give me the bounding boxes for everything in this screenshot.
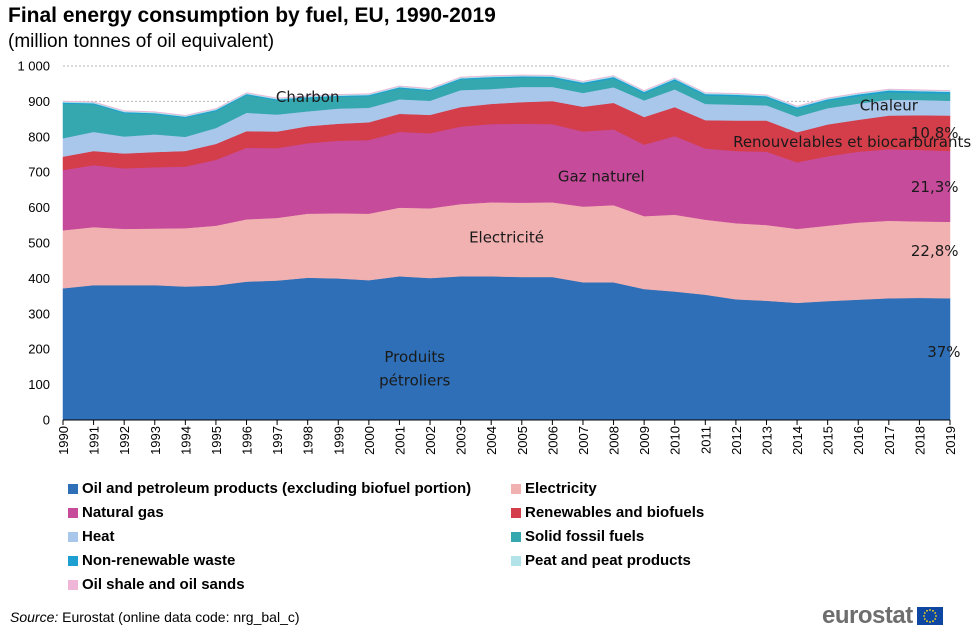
y-tick-label: 700 — [28, 165, 50, 180]
legend-label: Oil and petroleum products (excluding bi… — [82, 480, 472, 497]
y-tick-label: 0 — [43, 413, 50, 428]
eurostat-logo: eurostat — [822, 602, 943, 630]
legend-swatch — [68, 531, 78, 542]
y-tick-label: 800 — [28, 129, 50, 144]
chart-annotation: 10,8% — [911, 124, 959, 142]
legend-swatch — [68, 507, 78, 518]
legend-swatch — [511, 483, 521, 494]
legend-label: Heat — [82, 528, 115, 545]
chart-annotation: 37% — [927, 343, 960, 361]
legend-label: Electricity — [525, 480, 597, 497]
x-tick-label: 2001 — [392, 426, 407, 455]
x-tick-label: 1999 — [331, 426, 346, 455]
x-tick-label: 2009 — [637, 426, 652, 455]
x-tick-label: 2000 — [362, 426, 377, 455]
x-tick-label: 2008 — [607, 426, 622, 455]
legend-item-peat: Peat and peat products — [511, 552, 691, 569]
legend-label: Peat and peat products — [525, 552, 691, 569]
legend-item-solid: Solid fossil fuels — [511, 528, 644, 545]
x-tick-label: 2002 — [423, 426, 438, 455]
y-tick-label: 200 — [28, 342, 50, 357]
y-tick-label: 100 — [28, 377, 50, 392]
legend-item-oil: Oil and petroleum products (excluding bi… — [68, 480, 471, 497]
legend-swatch — [68, 555, 78, 566]
legend-item-nonrenew: Non-renewable waste — [68, 552, 235, 569]
x-tick-label: 1995 — [209, 426, 224, 455]
legend-label: Natural gas — [82, 504, 164, 521]
x-tick-label: 2014 — [790, 426, 805, 455]
legend-label: Oil shale and oil sands — [82, 576, 245, 593]
x-tick-label: 2011 — [698, 426, 713, 454]
y-tick-label: 1 000 — [17, 59, 50, 74]
chart-annotation: Gaz naturel — [558, 167, 645, 185]
y-tick-label: 400 — [28, 271, 50, 286]
annotations: Charbon Chaleur 10,8%Renouvelables et bioc… — [276, 88, 971, 390]
x-tick-label: 2005 — [515, 426, 530, 455]
area-series — [62, 74, 951, 421]
chart-title: Final energy consumption by fuel, EU, 19… — [8, 4, 496, 27]
source-note: Source: Eurostat (online data code: nrg_… — [10, 609, 300, 625]
x-tick-label: 1997 — [270, 426, 285, 455]
source-text: Eurostat (online data code: nrg_bal_c) — [62, 609, 300, 625]
x-tick-label: 1998 — [301, 426, 316, 455]
x-tick-label: 2007 — [576, 426, 591, 455]
legend-swatch — [68, 579, 78, 590]
y-axis: 0 100 200 300 400 500 600 700 800 900 1 000 — [17, 59, 50, 428]
legend-item-renew: Renewables and biofuels — [511, 504, 704, 521]
y-tick-label: 500 — [28, 236, 50, 251]
x-tick-label: 2013 — [759, 426, 774, 455]
eu-flag-icon — [916, 607, 943, 625]
legend-label: Non-renewable waste — [82, 552, 236, 569]
chart-annotation: 22,8% — [911, 242, 959, 260]
chart-annotation: Produits — [384, 348, 445, 366]
x-tick-label: 2006 — [545, 426, 560, 455]
x-tick-label: 2012 — [729, 426, 744, 455]
y-tick-label: 600 — [28, 200, 50, 215]
x-tick-label: 1990 — [56, 426, 71, 455]
x-tick-label: 1996 — [240, 426, 255, 455]
y-tick-label: 900 — [28, 94, 50, 109]
legend-swatch — [511, 555, 521, 566]
chart-subtitle: (million tonnes of oil equivalent) — [8, 31, 275, 52]
logo-text: eurostat — [822, 602, 913, 629]
legend-label: Renewables and biofuels — [525, 504, 705, 521]
chart-annotation: Electricité — [469, 229, 544, 247]
source-label: Source: — [10, 609, 59, 625]
legend-item-heat: Heat — [68, 528, 115, 545]
chart-annotation: Chaleur — [860, 97, 919, 115]
x-tick-label: 2003 — [454, 426, 469, 455]
legend-item-gas: Natural gas — [68, 504, 164, 521]
x-tick-label: 2019 — [943, 426, 958, 455]
x-tick-label: 1991 — [87, 426, 102, 455]
x-axis: 1990 1991 1992 1993 1994 1995 1996 1997 1998 1999… — [56, 419, 958, 455]
x-tick-label: 2004 — [484, 426, 499, 455]
legend-label: Solid fossil fuels — [525, 528, 645, 545]
x-tick-label: 1993 — [148, 426, 163, 455]
series-area-shale — [62, 74, 951, 116]
x-tick-label: 2010 — [668, 426, 683, 455]
y-tick-label: 300 — [28, 306, 50, 321]
legend-item-electricity: Electricity — [511, 480, 597, 497]
chart-annotation: Renouvelables et biocarburants — [733, 133, 971, 151]
x-tick-label: 2017 — [882, 426, 897, 455]
x-tick-label: 1994 — [178, 426, 193, 455]
chart-annotation: Charbon — [276, 88, 340, 106]
legend-swatch — [68, 483, 78, 494]
x-tick-label: 1992 — [117, 426, 132, 455]
legend-swatch — [511, 507, 521, 518]
x-tick-label: 2016 — [851, 426, 866, 455]
legend-swatch — [511, 531, 521, 542]
chart-annotation: 21,3% — [911, 178, 959, 196]
chart-annotation: pétroliers — [379, 372, 450, 390]
legend-item-shale: Oil shale and oil sands — [68, 576, 245, 593]
x-tick-label: 2018 — [912, 426, 927, 455]
x-tick-label: 2015 — [821, 426, 836, 455]
